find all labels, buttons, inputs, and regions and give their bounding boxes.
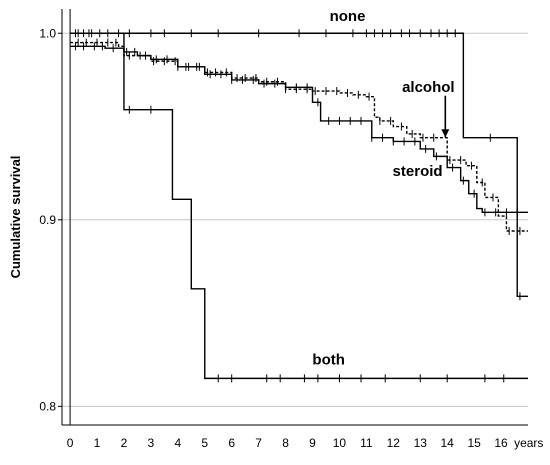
curve-line-both <box>70 32 528 380</box>
curve-both <box>70 29 528 383</box>
curve-line-alcohol <box>70 41 528 232</box>
x-tick-label: 1 <box>94 436 101 450</box>
x-tick-label: 4 <box>174 436 181 450</box>
alcohol-arrow-head <box>441 129 450 138</box>
x-tick-label: 8 <box>282 436 289 450</box>
x-tick-label: 16 <box>494 436 508 450</box>
x-tick-label: 2 <box>121 436 128 450</box>
axes <box>61 9 528 426</box>
series-label-alcohol: alcohol <box>402 79 455 96</box>
x-unit-label: years <box>514 436 543 450</box>
curve-none <box>70 29 528 301</box>
annotations <box>441 95 450 138</box>
x-tick-label: 10 <box>333 436 347 450</box>
tick-labels: 0.80.91.00 1 2 3 4 5 6 7 8 9 10 11 12 13 14 15 16 yearsCu… <box>8 26 543 450</box>
series-labels: none alcohol steroid both <box>312 8 454 368</box>
x-tick-label: 3 <box>148 436 155 450</box>
y-tick-label: 1.0 <box>39 26 56 40</box>
x-tick-label: 0 <box>67 436 74 450</box>
x-tick-label: 11 <box>360 436 373 450</box>
x-tick-label: 9 <box>309 436 316 450</box>
survival-curves <box>70 29 528 383</box>
y-tick-label: 0.8 <box>39 399 56 413</box>
curve-alcohol <box>70 38 528 235</box>
curve-line-none <box>70 32 528 297</box>
y-axis-title: Cumulative survival <box>8 156 23 279</box>
series-label-both: both <box>312 351 344 368</box>
x-tick-label: 14 <box>441 436 455 450</box>
x-tick-label: 13 <box>414 436 428 450</box>
x-tick-label: 7 <box>255 436 262 450</box>
x-tick-label: 6 <box>228 436 235 450</box>
x-tick-label: 5 <box>201 436 208 450</box>
series-label-none: none <box>330 8 366 25</box>
x-tick-label: 15 <box>467 436 481 450</box>
curve-steroid <box>70 42 528 217</box>
y-tick-label: 0.9 <box>39 213 56 227</box>
x-tick-label: 12 <box>387 436 401 450</box>
curve-line-steroid <box>70 45 528 214</box>
series-label-steroid: steroid <box>393 163 443 180</box>
